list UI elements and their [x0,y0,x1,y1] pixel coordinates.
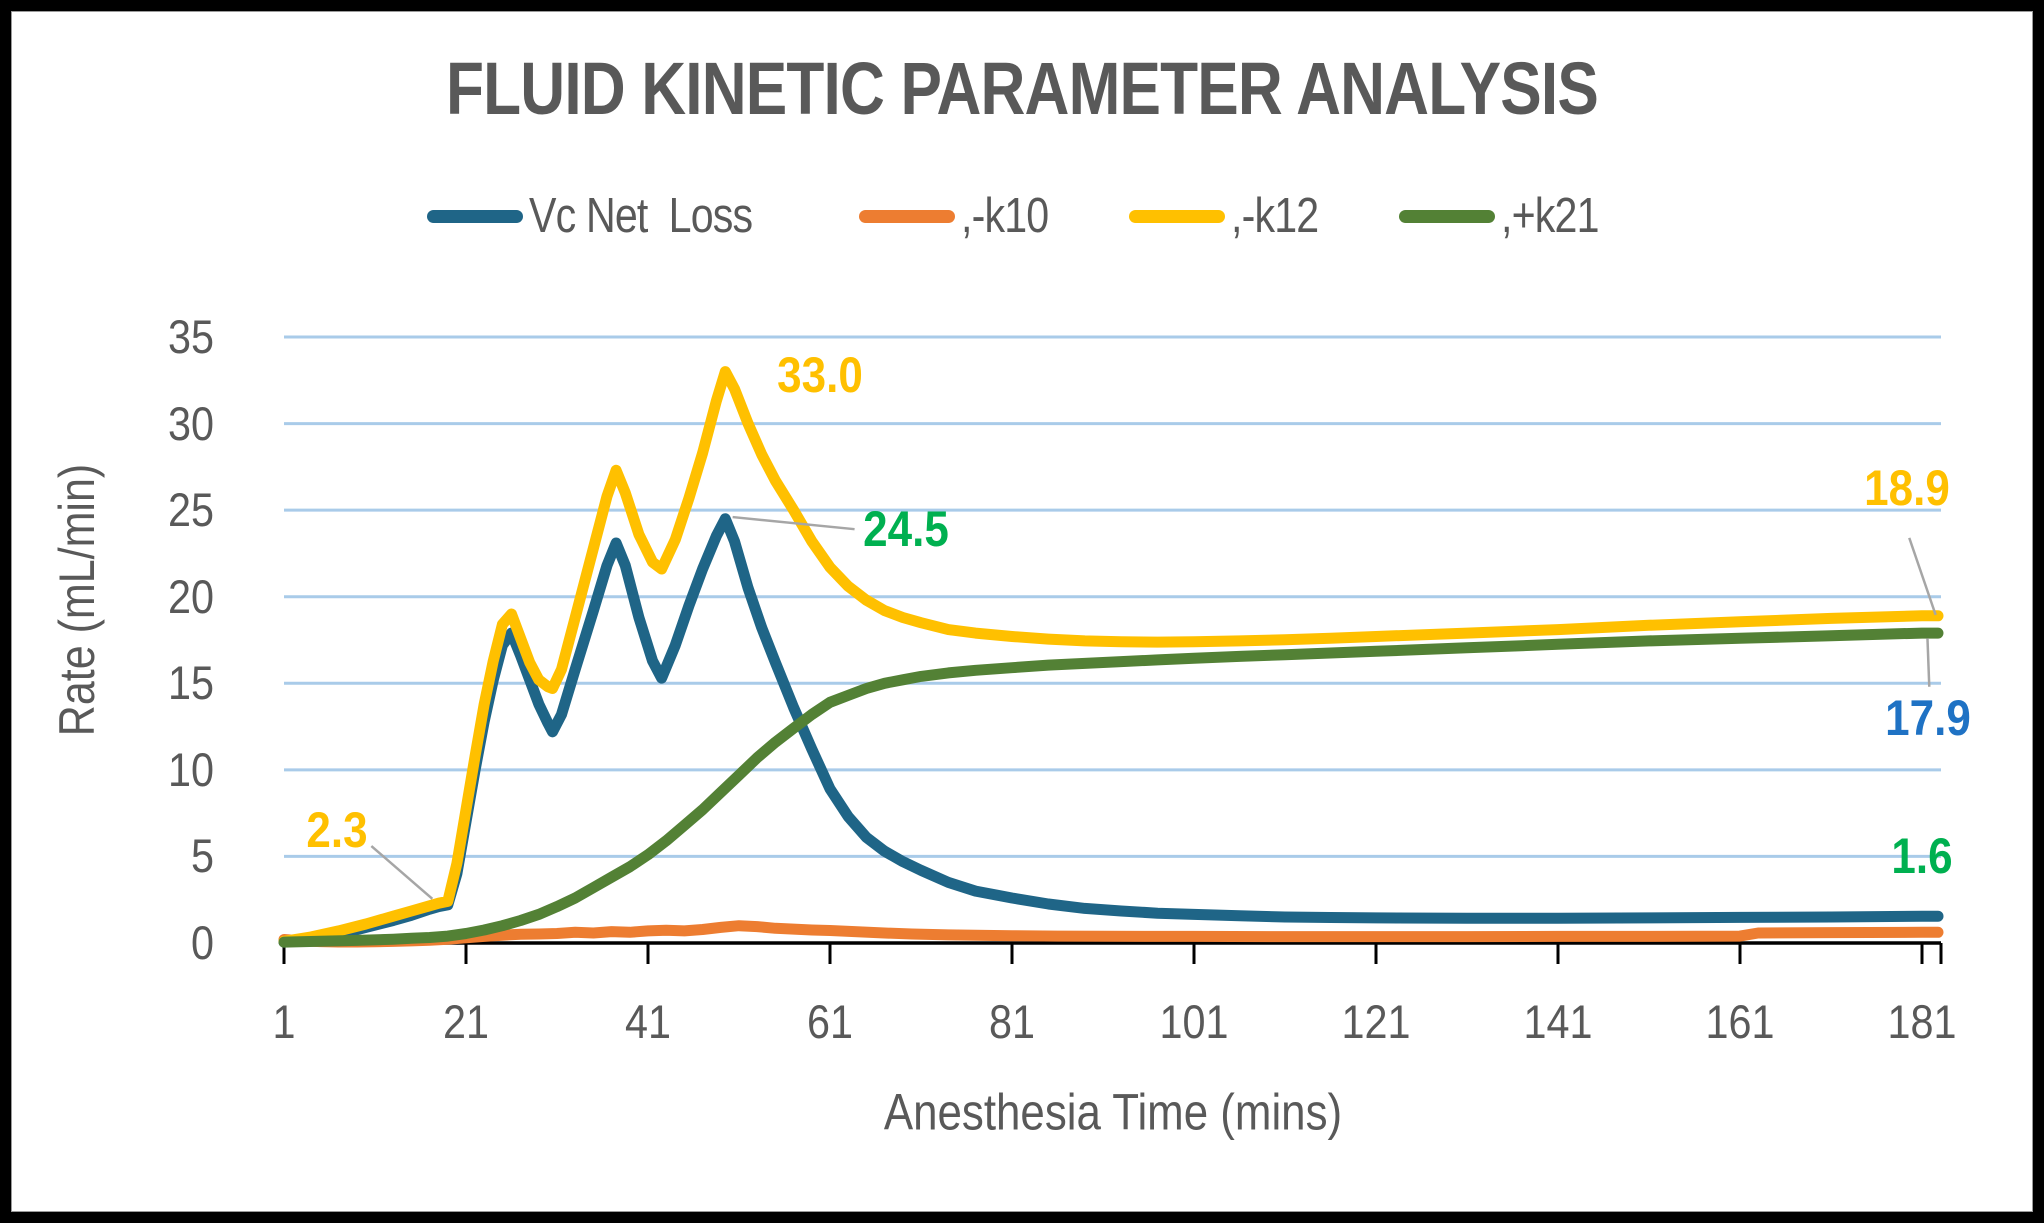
legend-item-vc-net-loss: Vc Net Loss [427,188,795,244]
legend-swatch-orange-line-icon [858,209,955,223]
series-line-k12 [278,366,1944,947]
data-label-1.6: 1.6 [1891,828,1953,885]
y-tick-label-10: 10 [167,742,214,796]
legend-swatch-yellow-line-icon [1128,209,1225,223]
x-tick-label-121: 121 [1341,995,1411,1048]
x-tick-label-181: 181 [1887,995,1957,1048]
legend: Vc Net Loss ,-k10 ,-k12 ,+k21 [0,188,2044,244]
x-tick-label-141: 141 [1523,995,1593,1048]
data-label-2.3: 2.3 [306,802,368,859]
data-label-24.5: 24.5 [863,501,950,558]
data-label-18.9: 18.9 [1864,459,1951,516]
legend-label-vc-net-loss: Vc Net Loss [529,189,753,243]
y-tick-label-35: 35 [167,310,214,363]
data-label-33.0: 33.0 [777,347,863,404]
data-label-17.9: 17.9 [1885,689,1972,746]
y-tick-label-25: 25 [167,483,214,537]
legend-label-k21: ,+k21 [1500,189,1599,243]
x-tick-label-41: 41 [624,995,672,1048]
legend-swatch-green-line-icon [1398,209,1495,223]
x-tick-label-161: 161 [1705,995,1775,1048]
x-tick-label-101: 101 [1159,995,1229,1048]
y-tick-label-20: 20 [167,569,214,623]
leader-line-2.3 [370,845,434,900]
legend-label-k10: ,-k10 [960,189,1049,243]
y-tick-label-0: 0 [190,916,214,969]
y-tick-label-5: 5 [190,829,214,883]
legend-item-k10: ,-k10 [858,188,1065,244]
series-line-vc-net-loss [278,513,1944,948]
series-line-k10 [278,920,1944,948]
legend-swatch-blue-line-icon [427,209,524,223]
leader-line-18.9 [1908,537,1937,616]
x-tick-label-21: 21 [442,995,490,1048]
x-tick-label-1: 1 [272,995,296,1048]
x-axis-title: Anesthesia Time (mins) [883,1083,1343,1141]
x-tick-label-61: 61 [806,995,854,1048]
x-tick-label-81: 81 [988,995,1036,1048]
leader-line-24.5 [732,515,855,531]
legend-item-k21: ,+k21 [1398,188,1617,244]
y-tick-label-30: 30 [167,396,214,450]
leader-line-17.9 [1926,638,1931,687]
chart-title: FLUID KINETIC PARAMETER ANALYSIS [446,47,1599,130]
legend-label-k12: ,-k12 [1230,189,1319,243]
y-tick-label-15: 15 [167,656,214,710]
legend-item-k12: ,-k12 [1128,188,1335,244]
series-line-k21 [278,627,1944,948]
